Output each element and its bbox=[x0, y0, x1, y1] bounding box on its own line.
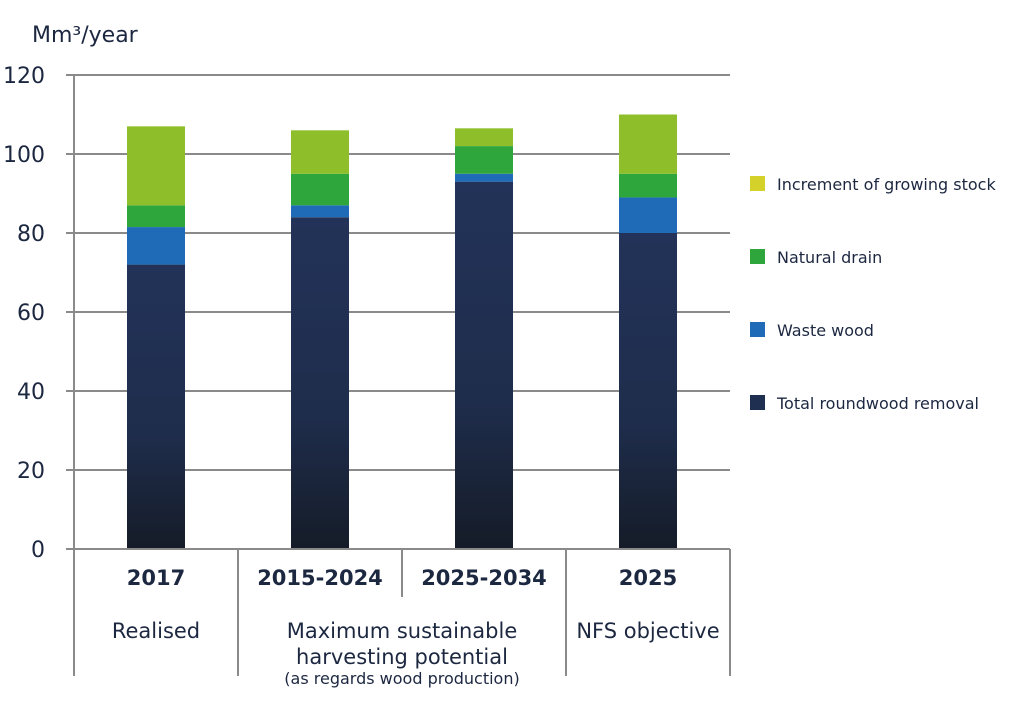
group-label: Maximum sustainable harvesting potential bbox=[287, 619, 518, 669]
x-tick-label: 2025-2034 bbox=[421, 566, 547, 590]
group-sublabel: (as regards wood production) bbox=[284, 669, 519, 688]
x-tick-label: 2025 bbox=[619, 566, 677, 590]
y-tick-label: 80 bbox=[17, 222, 45, 247]
legend-swatch bbox=[750, 322, 765, 337]
y-axis-label: Mm³/year bbox=[32, 23, 139, 48]
bar-segment-increment-of-growing-stock bbox=[291, 130, 349, 174]
bar-segment-increment-of-growing-stock bbox=[455, 128, 513, 147]
y-tick-label: 20 bbox=[17, 459, 45, 484]
bar-segment-total-roundwood-removal bbox=[619, 233, 677, 549]
bar-segment-natural-drain bbox=[455, 146, 513, 174]
bar-segment-increment-of-growing-stock bbox=[619, 114, 677, 174]
bar-segment-increment-of-growing-stock bbox=[127, 126, 185, 206]
y-tick-label: 0 bbox=[31, 538, 45, 563]
group-label: NFS objective bbox=[576, 619, 719, 643]
bar-segment-total-roundwood-removal bbox=[291, 217, 349, 549]
legend-label: Total roundwood removal bbox=[776, 394, 979, 413]
legend-label: Natural drain bbox=[777, 248, 882, 267]
y-tick-labels: 0 20 40 60 80 100 120 bbox=[3, 64, 45, 563]
bars bbox=[127, 114, 677, 549]
legend-swatch bbox=[750, 176, 765, 191]
x-tick-label: 2017 bbox=[127, 566, 185, 590]
bar-segment-natural-drain bbox=[619, 173, 677, 198]
group-labels: Realised Maximum sustainable harvesting po… bbox=[112, 619, 720, 688]
bar-segment-waste-wood bbox=[619, 197, 677, 233]
bar-segment-natural-drain bbox=[291, 173, 349, 206]
bar-segment-waste-wood bbox=[291, 205, 349, 218]
legend-swatch bbox=[750, 395, 765, 410]
legend-label: Increment of growing stock bbox=[777, 175, 996, 194]
legend-swatch bbox=[750, 249, 765, 264]
category-labels: 2017 2015-2024 2025-2034 2025 bbox=[127, 566, 677, 590]
x-tick-label: 2015-2024 bbox=[257, 566, 383, 590]
axes bbox=[66, 75, 731, 676]
y-tick-label: 100 bbox=[3, 143, 45, 168]
bar-segment-total-roundwood-removal bbox=[127, 264, 185, 549]
group-label: Realised bbox=[112, 619, 200, 643]
legend: Increment of growing stock Natural drain W… bbox=[750, 175, 996, 413]
bar-segment-natural-drain bbox=[127, 205, 185, 228]
bar-segment-total-roundwood-removal bbox=[455, 181, 513, 549]
bar-segment-waste-wood bbox=[455, 173, 513, 182]
legend-label: Waste wood bbox=[777, 321, 874, 340]
bar-segment-waste-wood bbox=[127, 227, 185, 265]
y-tick-label: 60 bbox=[17, 301, 45, 326]
y-tick-label: 120 bbox=[3, 64, 45, 89]
y-tick-label: 40 bbox=[17, 380, 45, 405]
